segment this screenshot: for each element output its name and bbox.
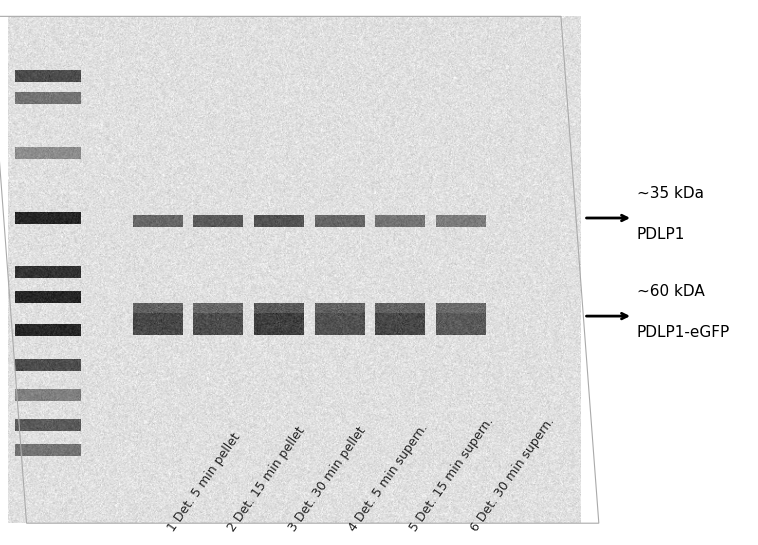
Text: PDLP1: PDLP1 (637, 227, 685, 242)
Text: 5 Det. 15 min supern.: 5 Det. 15 min supern. (408, 415, 496, 534)
Text: 6 Det. 30 min supern.: 6 Det. 30 min supern. (468, 415, 557, 534)
Text: ~35 kDa: ~35 kDa (637, 186, 703, 201)
Text: 1 Det. 5 min pellet: 1 Det. 5 min pellet (165, 431, 243, 534)
Text: 2 Det. 15 min pellet: 2 Det. 15 min pellet (226, 425, 308, 534)
Text: 3 Det. 30 min pellet: 3 Det. 30 min pellet (287, 425, 368, 534)
Text: ~60 kDA: ~60 kDA (637, 284, 704, 299)
Text: PDLP1-eGFP: PDLP1-eGFP (637, 325, 730, 340)
Text: 4 Det. 5 min supern.: 4 Det. 5 min supern. (347, 421, 431, 534)
